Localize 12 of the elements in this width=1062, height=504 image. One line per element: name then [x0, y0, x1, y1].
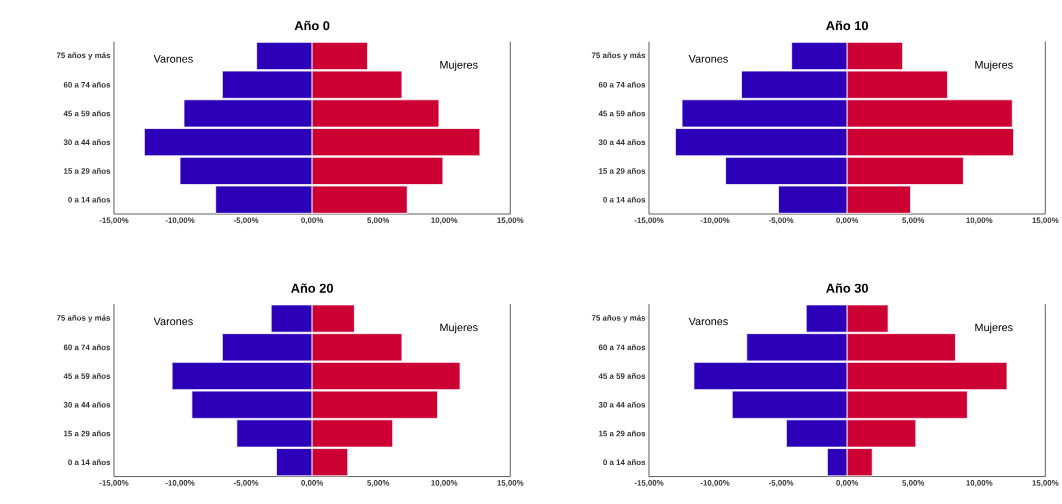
text: Mujeres: [440, 323, 478, 334]
text: Varones: [153, 54, 193, 63]
series-label: Varones: [688, 317, 728, 326]
series-label: Varones: [688, 54, 728, 63]
chart-title: Año 30: [826, 283, 868, 293]
text: Mujeres: [975, 60, 1013, 71]
chart-title: Año 0: [294, 20, 330, 31]
chart-title: Año 10: [826, 20, 868, 31]
chart-title: Año 20: [291, 283, 333, 293]
series-label: Mujeres: [975, 323, 1013, 334]
text: Mujeres: [440, 60, 478, 71]
text: Varones: [153, 317, 193, 326]
